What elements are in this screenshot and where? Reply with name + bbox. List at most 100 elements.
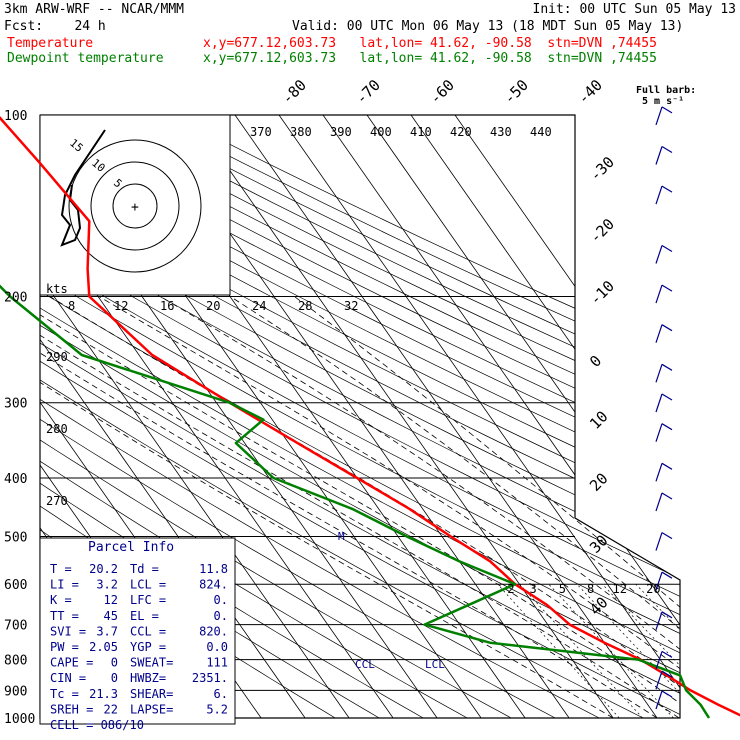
pressure-tick-label: 300 (4, 397, 27, 412)
parcel-row-key: PW = (50, 640, 79, 654)
wind-barb (655, 611, 663, 630)
dry-adiabat (40, 115, 556, 718)
parcel-row-value2: 11.8 (199, 562, 228, 576)
hodograph-speed-label: 28 (298, 299, 312, 313)
pressure-tick-label: 800 (4, 654, 27, 669)
wind-barb-flag (661, 244, 673, 253)
wind-barb (655, 185, 663, 205)
wind-barb (655, 324, 663, 343)
hodograph-speed-label: 8 (68, 299, 75, 313)
theta-label: 430 (490, 125, 512, 139)
parcel-info-box: Parcel Info T = 20.2 Td = 11.8 LI = 3.2 LCL = 82… (39, 537, 236, 732)
moist-adiabat (40, 296, 614, 718)
wind-barb (655, 393, 663, 413)
mpl-label: M (338, 530, 345, 543)
theta-label: 390 (330, 125, 352, 139)
dry-adiabat (80, 115, 680, 718)
parcel-row-value: 22 (104, 702, 118, 716)
hodograph-center: + (131, 200, 139, 215)
wind-barb (655, 690, 663, 710)
wind-barb (655, 146, 663, 165)
theta-label: 400 (370, 125, 392, 139)
parcel-row-key: K = (50, 593, 72, 607)
wind-legend-title: Full barb: (636, 85, 696, 96)
isotherm-line (278, 115, 680, 718)
dewpoint-line (0, 284, 711, 719)
wind-barb (655, 671, 663, 690)
dewpoint-legend-info: x,y=677.12,603.73 lat,lon= 41.62, -90.58… (203, 51, 657, 66)
wind-barb-flag (661, 650, 673, 658)
parcel-row-value: 2.05 (89, 640, 118, 654)
theta-label: 410 (410, 125, 432, 139)
dry-adiabat (40, 115, 680, 718)
dry-adiabat (40, 115, 680, 718)
wind-barb (655, 106, 663, 126)
parcel-row-key: LI = (50, 578, 79, 592)
parcel-row-value2: 0.0 (206, 640, 228, 654)
parcel-row-value2: 111 (206, 656, 228, 670)
mixing-ratio-label: 5 (559, 582, 566, 596)
sounding-traces: CCL LCL M (0, 116, 740, 719)
isotherm-label: 40 (586, 593, 612, 619)
isotherm-label: 10 (586, 407, 612, 433)
theta-label: 440 (530, 125, 552, 139)
wind-barb-flag (661, 532, 673, 540)
parcel-row-key: Tc = (50, 687, 79, 701)
wind-barb-flag (661, 363, 673, 371)
wind-barb (655, 572, 663, 591)
dry-adiabat (40, 115, 680, 718)
mixing-ratio-label: 20 (646, 582, 660, 596)
wind-barb-flag (661, 185, 673, 193)
hodograph-box (39, 114, 231, 296)
mixing-ratio-label: 2 (507, 582, 514, 596)
parcel-row-value: 20.2 (89, 562, 118, 576)
parcel-row-key2: HWBZ= (130, 671, 166, 685)
parcel-title: Parcel Info (88, 540, 174, 555)
pressure-tick-label: 900 (4, 684, 27, 699)
moist-adiabat (294, 296, 680, 718)
wind-barb-flag (661, 106, 673, 114)
dry-adiabat (148, 115, 680, 718)
mixing-ratio-line (635, 583, 680, 718)
parcel-row-key: CIN = (50, 671, 86, 685)
pressure-tick-label: 700 (4, 619, 27, 634)
temperature-legend-label: Temperature (7, 36, 94, 51)
ccl-label: CCL (355, 658, 375, 671)
dry-adiabat (40, 115, 680, 718)
dry-adiabat (40, 115, 680, 718)
wind-barb-flag (661, 670, 673, 678)
dry-adiabat (40, 115, 680, 718)
wind-barb (655, 532, 663, 551)
isotherm-line (40, 115, 350, 718)
parcel-row-key: SREH = (50, 702, 93, 716)
parcel-row-value: 0 (111, 656, 118, 670)
wind-barb-flag (661, 492, 673, 500)
dry-adiabat (40, 115, 680, 718)
temperature-line (0, 116, 740, 717)
isotherm-label: -70 (352, 76, 384, 108)
pressure-tick-label: 1000 (4, 712, 35, 727)
model-name: 3km ARW-WRF -- NCAR/MMM (4, 2, 185, 17)
init-time: Init: 00 UTC Sun 05 May 13 (532, 2, 737, 17)
pressure-tick-label: 500 (4, 530, 27, 545)
pressure-tick-label: 400 (4, 472, 27, 487)
parcel-row-key2: YGP = (130, 640, 166, 654)
hodograph-ring (90, 161, 180, 251)
pressure-tick-label: 200 (4, 291, 27, 306)
theta-side-label: 270 (46, 494, 68, 508)
parcel-row-value: 3.2 (96, 578, 118, 592)
pressure-tick-label: 600 (4, 578, 27, 593)
isotherm-label: 30 (586, 531, 612, 557)
isotherm-line (322, 115, 680, 718)
mixing-ratio-label: 12 (613, 582, 627, 596)
dewpoint-legend-label: Dewpoint temperature (7, 51, 164, 66)
wind-barb-flag (661, 145, 673, 154)
wind-legend-value: 5 m s⁻¹ (642, 96, 684, 107)
theta-label: 380 (290, 125, 312, 139)
moist-adiabat (160, 296, 680, 718)
hodograph-speed-label: 12 (114, 299, 128, 313)
parcel-row-value2: 0. (214, 593, 228, 607)
isotherm-line (234, 115, 658, 718)
wind-barb (655, 245, 663, 264)
hodograph-speed-label: 24 (252, 299, 266, 313)
